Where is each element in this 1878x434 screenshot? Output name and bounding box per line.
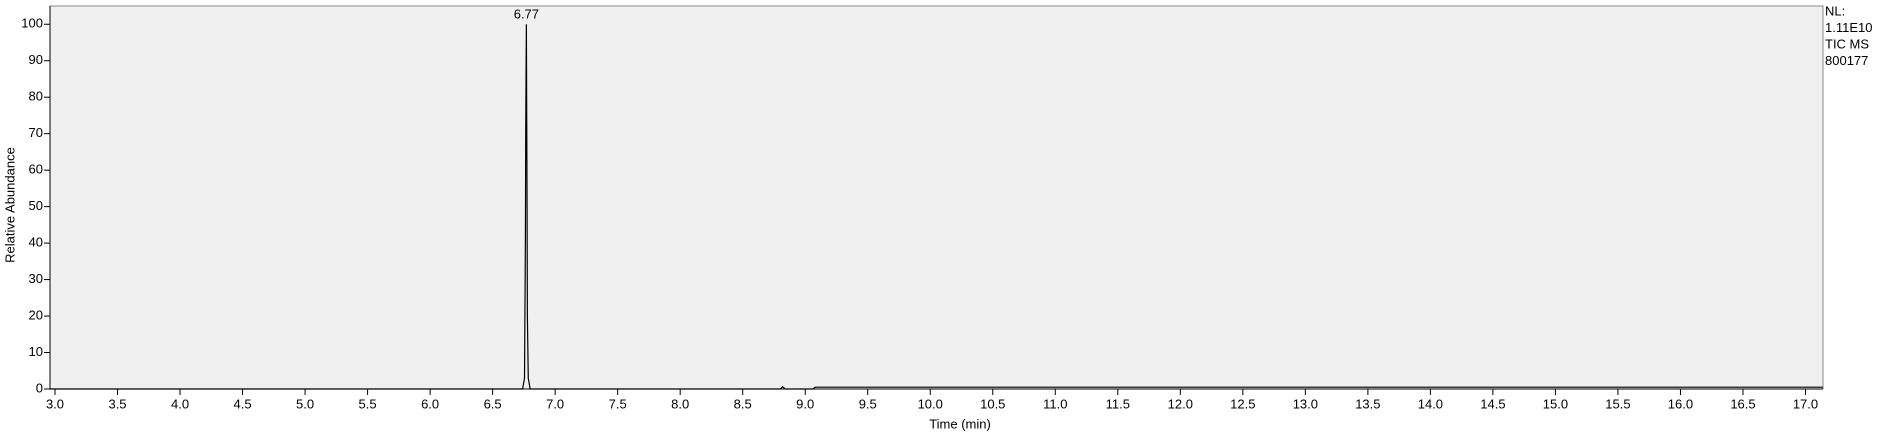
y-tick-label: 40 (29, 235, 43, 250)
plot-area (49, 5, 1824, 390)
x-tick-label: 13.5 (1355, 396, 1380, 411)
x-tick-label: 8.0 (671, 396, 689, 411)
x-tick-label: 7.5 (609, 396, 627, 411)
y-axis-title: Relative Abundance (2, 147, 17, 263)
x-tick-label: 15.0 (1543, 396, 1568, 411)
x-tick-label: 4.5 (234, 396, 252, 411)
x-tick-label: 16.5 (1730, 396, 1755, 411)
x-tick-label: 5.0 (296, 396, 314, 411)
y-tick-label: 0 (36, 380, 43, 395)
y-tick-label: 70 (29, 125, 43, 140)
x-tick-label: 11.0 (1043, 396, 1067, 411)
x-tick-label: 12.0 (1168, 396, 1193, 411)
x-tick-label: 9.0 (796, 396, 814, 411)
x-tick-label: 8.5 (734, 396, 752, 411)
x-tick-label: 3.0 (46, 396, 64, 411)
trace (50, 24, 1823, 390)
x-tick-label: 10.0 (918, 396, 943, 411)
side-text: 800177 (1825, 53, 1868, 68)
y-tick-label: 50 (29, 198, 43, 213)
x-tick-label: 13.0 (1293, 396, 1318, 411)
y-tick-label: 10 (29, 344, 43, 359)
y-tick-label: 60 (29, 162, 43, 177)
x-tick-label: 6.0 (421, 396, 439, 411)
x-tick-label: 15.5 (1605, 396, 1630, 411)
x-tick-label: 7.0 (546, 396, 564, 411)
y-tick-label: 80 (29, 89, 43, 104)
y-tick-label: 100 (21, 16, 43, 31)
y-tick-label: 30 (29, 271, 43, 286)
x-tick-label: 16.0 (1668, 396, 1693, 411)
x-tick-label: 17.0 (1793, 396, 1818, 411)
x-tick-label: 3.5 (108, 396, 126, 411)
x-tick-label: 9.5 (859, 396, 877, 411)
y-tick-label: 20 (29, 307, 43, 322)
x-tick-label: 6.5 (484, 396, 502, 411)
x-tick-label: 11.5 (1106, 396, 1130, 411)
side-text: NL: (1825, 3, 1845, 18)
side-text: TIC MS (1825, 36, 1869, 51)
peak-label: 6.77 (514, 7, 539, 22)
x-axis-title: Time (min) (929, 416, 991, 431)
x-tick-label: 14.5 (1480, 396, 1505, 411)
x-tick-label: 4.0 (171, 396, 189, 411)
y-tick-label: 90 (29, 52, 43, 67)
side-text: 1.11E10 (1825, 20, 1872, 35)
x-tick-label: 5.5 (359, 396, 377, 411)
x-tick-label: 14.0 (1418, 396, 1443, 411)
x-tick-label: 12.5 (1230, 396, 1255, 411)
x-tick-label: 10.5 (980, 396, 1005, 411)
